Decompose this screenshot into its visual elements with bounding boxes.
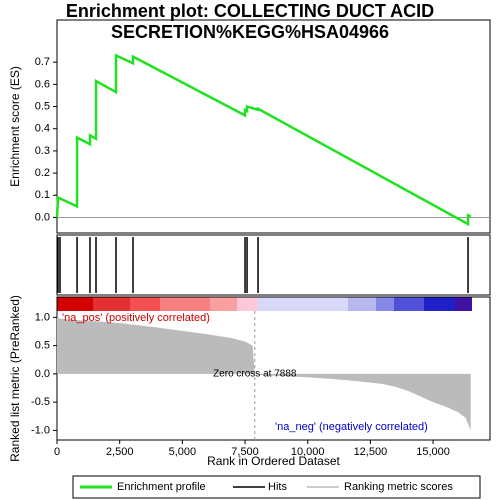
annotation: 'na_pos' (positively correlated) <box>62 312 210 324</box>
legend-label: Ranking metric scores <box>344 481 453 493</box>
y-tick-label: 0.3 <box>35 145 50 157</box>
legend-label: Hits <box>268 481 287 493</box>
x-tick-label: 10,000 <box>291 446 325 458</box>
annotation: 'na_neg' (negatively correlated) <box>275 421 428 433</box>
x-tick-label: 7,500 <box>231 446 259 458</box>
y-tick-label: 0.1 <box>35 189 50 201</box>
y-tick-label: -1.0 <box>31 424 50 436</box>
y-axis-label: Ranked list metric (PreRanked) <box>8 295 22 462</box>
y-tick-label: 1.0 <box>35 311 50 323</box>
chart-title: Enrichment plot: COLLECTING DUCT ACID <box>66 1 434 21</box>
y-tick-label: 0.5 <box>35 340 50 352</box>
y-tick-label: 0.7 <box>35 56 50 68</box>
legend: Enrichment profile Hits Ranking metric s… <box>72 475 481 499</box>
annotation: Zero cross at 7888 <box>213 369 297 380</box>
metric-area <box>57 317 471 431</box>
y-tick-label: 0.5 <box>35 100 50 112</box>
panel-frame <box>56 19 491 234</box>
es-line <box>55 53 472 227</box>
y-tick-label: 0.2 <box>35 167 50 179</box>
x-tick-label: 5,000 <box>169 446 197 458</box>
y-tick-label: 0.0 <box>35 368 50 380</box>
color-bar <box>57 297 472 311</box>
y-tick-label: 0.4 <box>35 123 50 135</box>
y-tick-label: -0.5 <box>31 396 50 408</box>
legend-label: Enrichment profile <box>117 481 206 493</box>
y-tick-label: 0.6 <box>35 78 50 90</box>
y-tick-label: 0.0 <box>35 211 50 223</box>
x-tick-label: 15,000 <box>416 446 450 458</box>
x-tick-label: 0 <box>54 446 60 458</box>
x-tick-label: 2,500 <box>106 446 134 458</box>
x-tick-label: 12,500 <box>354 446 388 458</box>
panel-frame <box>56 234 491 296</box>
chart-title: SECRETION%KEGG%HSA04966 <box>111 22 389 42</box>
x-axis-label: Rank in Ordered Dataset <box>207 454 340 468</box>
y-axis-label: Enrichment score (ES) <box>8 66 22 187</box>
